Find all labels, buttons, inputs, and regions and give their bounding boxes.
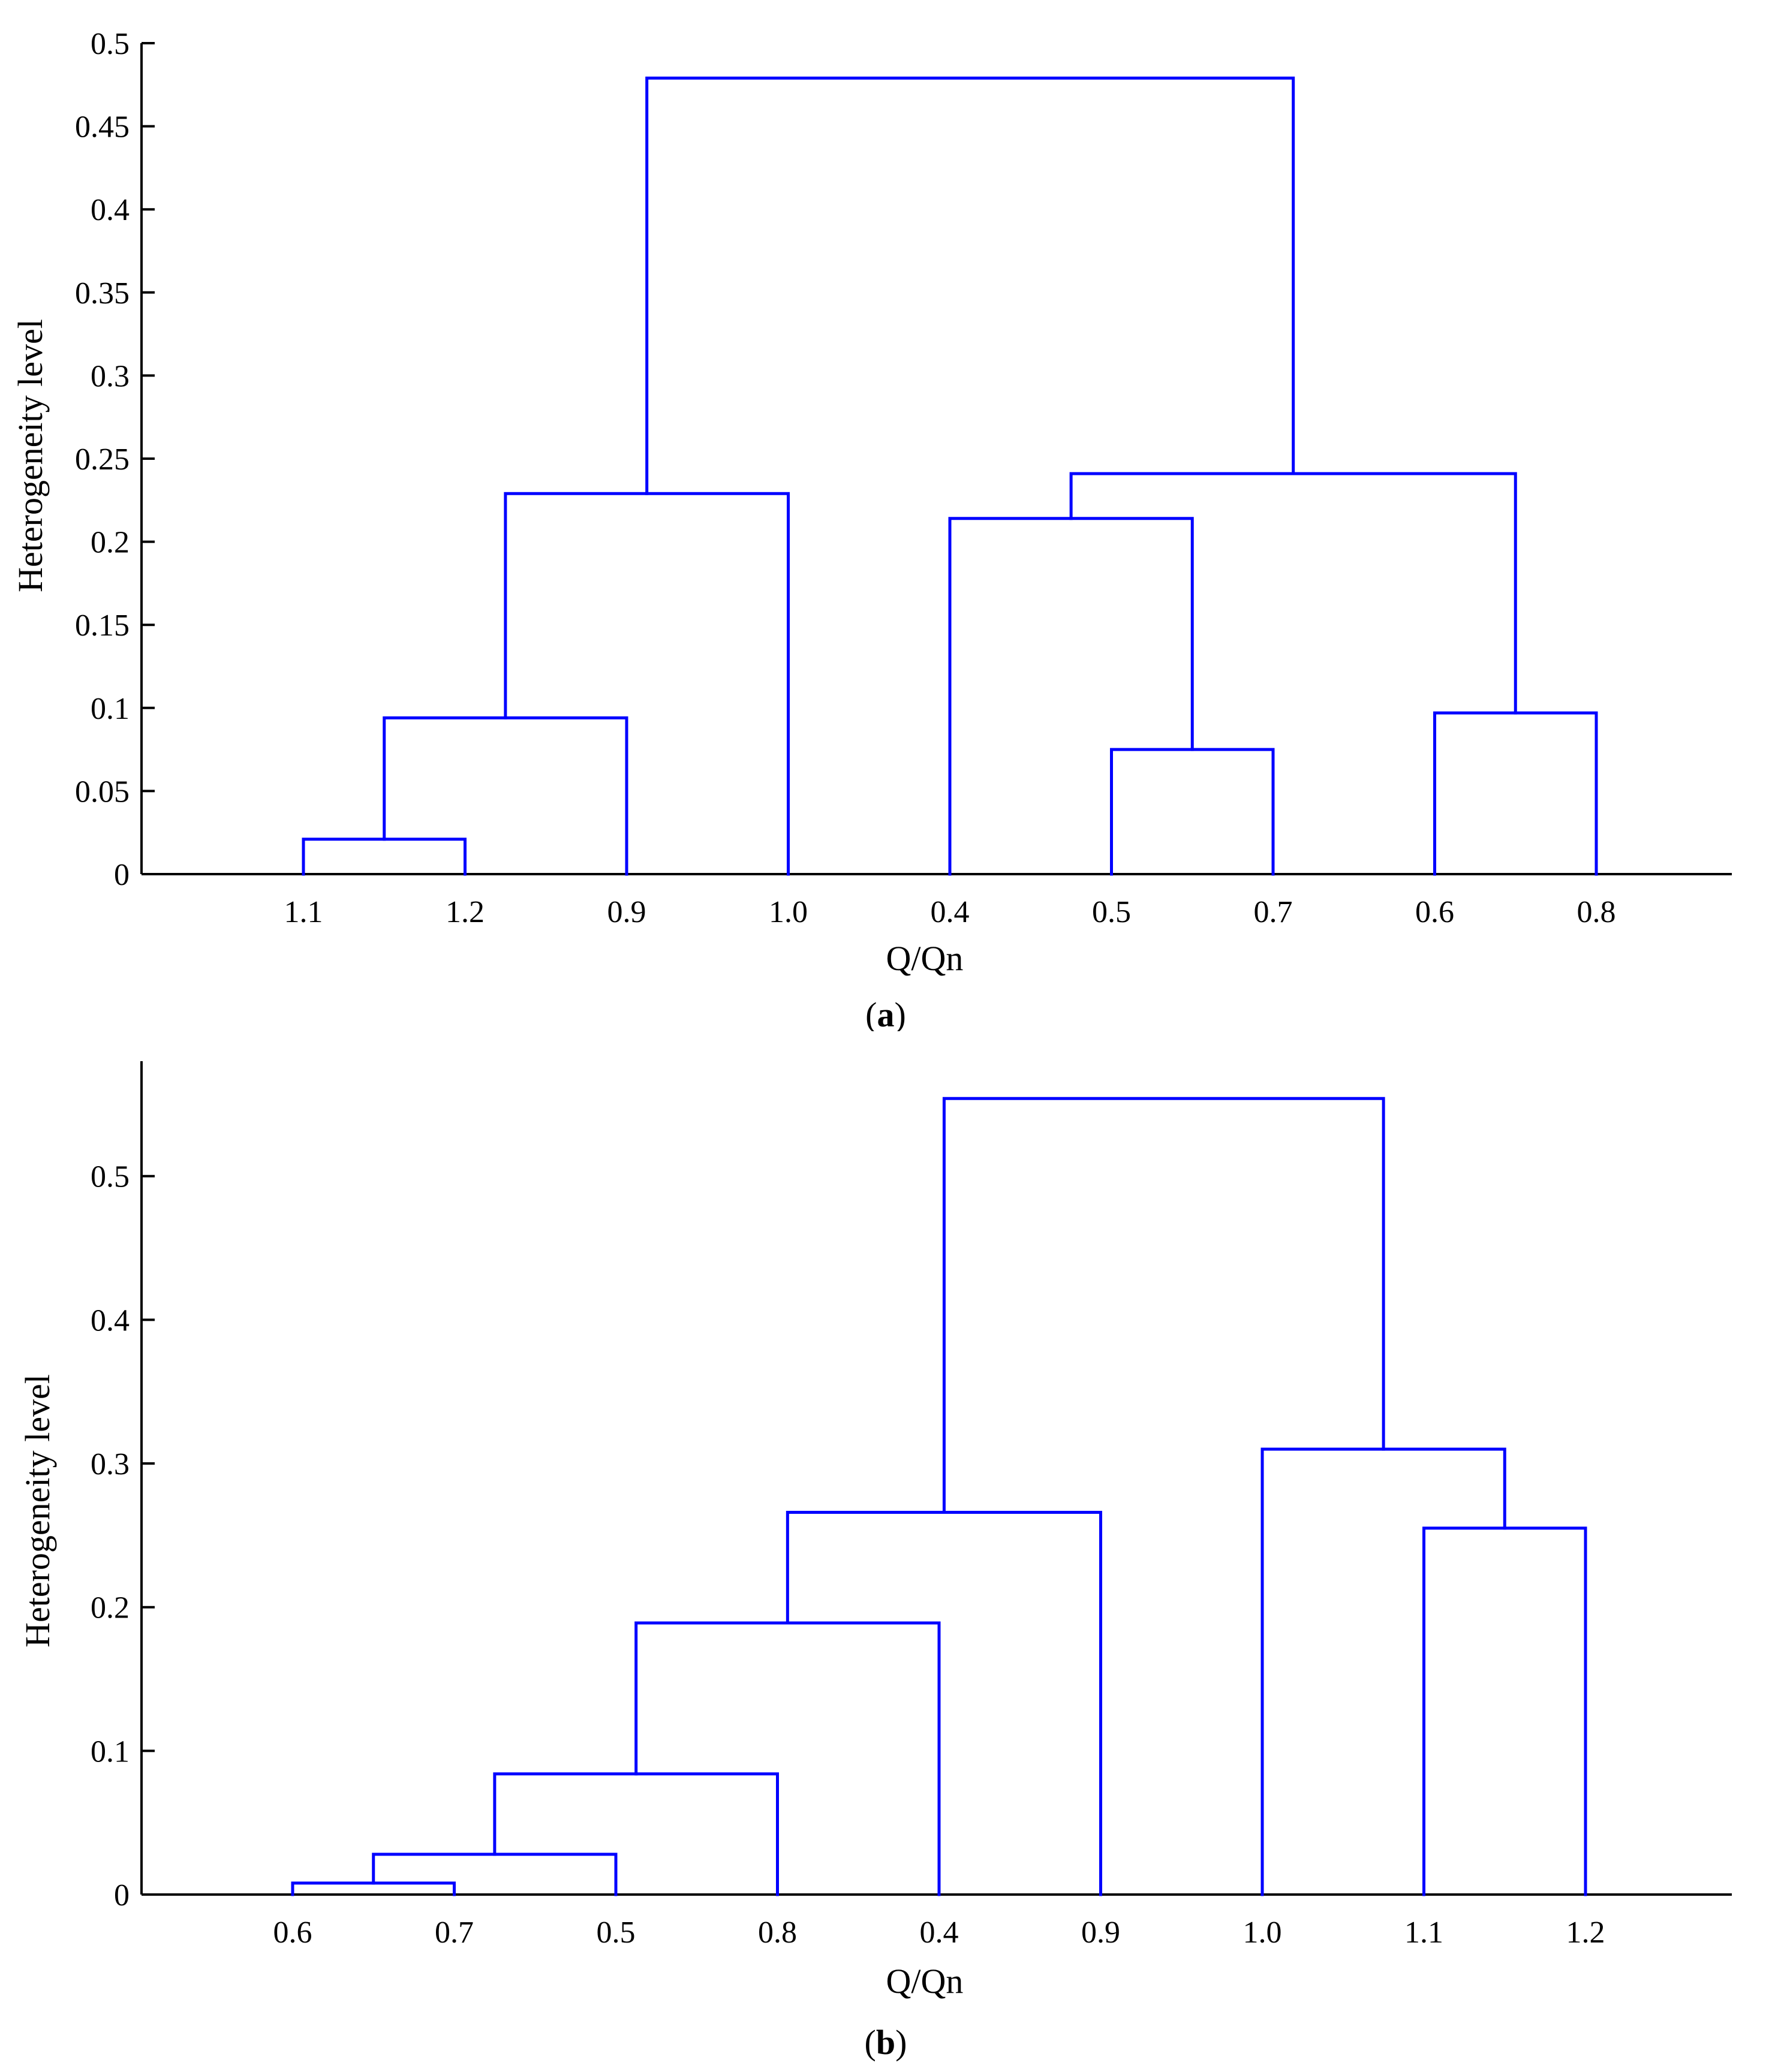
x-tick-label-a: 0.4 <box>931 895 970 929</box>
x-tick-label-a: 0.8 <box>1577 895 1616 929</box>
y-tick-label-b: 0.2 <box>91 1591 130 1625</box>
y-tick-label-a: 0.45 <box>75 110 130 144</box>
dendrogram-link-a <box>948 517 1194 876</box>
dendrogram-link-a <box>504 492 790 876</box>
x-tick-label-a: 1.1 <box>284 895 323 929</box>
y-tick-label-b: 0.5 <box>91 1160 130 1194</box>
x-tick-label-b: 1.0 <box>1243 1916 1282 1950</box>
dendrogram-panel-a: 0 0.05 0.1 0.15 0.2 0.25 0.3 0.35 0.4 0.45 0.5 1.1 1… <box>0 0 1772 1031</box>
x-tick-label-a: 0.7 <box>1254 895 1293 929</box>
x-tick-label-a: 0.6 <box>1415 895 1454 929</box>
x-tick-label-b: 0.8 <box>758 1916 797 1950</box>
y-tick-label-a: 0.35 <box>75 276 130 311</box>
y-tick-label-a: 0.05 <box>75 775 130 809</box>
dendrogram-link-b <box>372 1853 618 1896</box>
panel-label-b: (b) <box>865 2023 907 2062</box>
x-tick-label-a: 1.0 <box>769 895 808 929</box>
y-tick-label-a: 0.3 <box>91 359 130 393</box>
y-tick-label-b: 0.3 <box>91 1447 130 1481</box>
x-tick-label-b: 1.1 <box>1404 1916 1443 1950</box>
y-tick-label-a: 0.1 <box>91 692 130 726</box>
x-tick-label-a: 0.9 <box>607 895 646 929</box>
dendrogram-link-a <box>302 838 467 876</box>
x-tick-label-b: 0.4 <box>920 1916 959 1950</box>
x-tick-label-b: 0.5 <box>597 1916 636 1950</box>
y-axis-title-a: Heterogeneity level <box>11 319 50 592</box>
dendrogram-link-b <box>1422 1526 1587 1896</box>
y-tick-label-a: 0.4 <box>91 193 130 227</box>
x-tick-label-b: 0.9 <box>1081 1916 1120 1950</box>
dendrogram-panel-b: 0 0.1 0.2 0.3 0.4 0.5 0.6 0.7 0.5 0.8 0.4 0.9 1.0 1.1… <box>0 1031 1772 2072</box>
x-axis-title-b: Q/Qn <box>886 1962 964 2001</box>
dendrogram-link-b <box>291 1881 456 1896</box>
y-tick-label-b: 0 <box>114 1878 130 1913</box>
dendrogram-link-a <box>383 716 628 876</box>
y-tick-label-b: 0.1 <box>91 1734 130 1769</box>
x-axis-title-a: Q/Qn <box>886 939 964 978</box>
panel-label-a: (a) <box>865 995 906 1031</box>
x-tick-label-b: 0.6 <box>273 1916 312 1950</box>
dendrogram-link-b <box>786 1511 1102 1896</box>
dendrogram-link-a <box>1069 472 1517 715</box>
y-axis-title-b: Heterogeneity level <box>18 1374 57 1648</box>
x-tick-label-a: 1.2 <box>446 895 485 929</box>
dendrogram-link-b <box>942 1097 1385 1514</box>
dendrogram-link-b <box>634 1621 941 1896</box>
y-tick-label-a: 0.15 <box>75 609 130 643</box>
x-tick-label-a: 0.5 <box>1092 895 1131 929</box>
dendrogram-link-a <box>645 76 1295 495</box>
y-tick-label-a: 0.5 <box>91 27 130 61</box>
y-tick-label-a: 0.2 <box>91 526 130 560</box>
x-tick-label-b: 1.2 <box>1566 1916 1605 1950</box>
x-tick-label-b: 0.7 <box>435 1916 474 1950</box>
dendrogram-link-a <box>1110 748 1275 876</box>
y-tick-label-a: 0 <box>114 858 130 892</box>
dendrogram-b-svg: 0 0.1 0.2 0.3 0.4 0.5 0.6 0.7 0.5 0.8 0.4 0.9 1.0 1.1… <box>18 1061 1732 2062</box>
dendrogram-link-b <box>1260 1447 1506 1896</box>
y-tick-label-b: 0.4 <box>91 1303 130 1338</box>
dendrogram-link-b <box>493 1772 779 1896</box>
dendrogram-link-a <box>1433 711 1598 876</box>
dendrogram-a-svg: 0 0.05 0.1 0.15 0.2 0.25 0.3 0.35 0.4 0.45 0.5 1.1 1… <box>11 27 1732 1031</box>
y-tick-label-a: 0.25 <box>75 442 130 477</box>
